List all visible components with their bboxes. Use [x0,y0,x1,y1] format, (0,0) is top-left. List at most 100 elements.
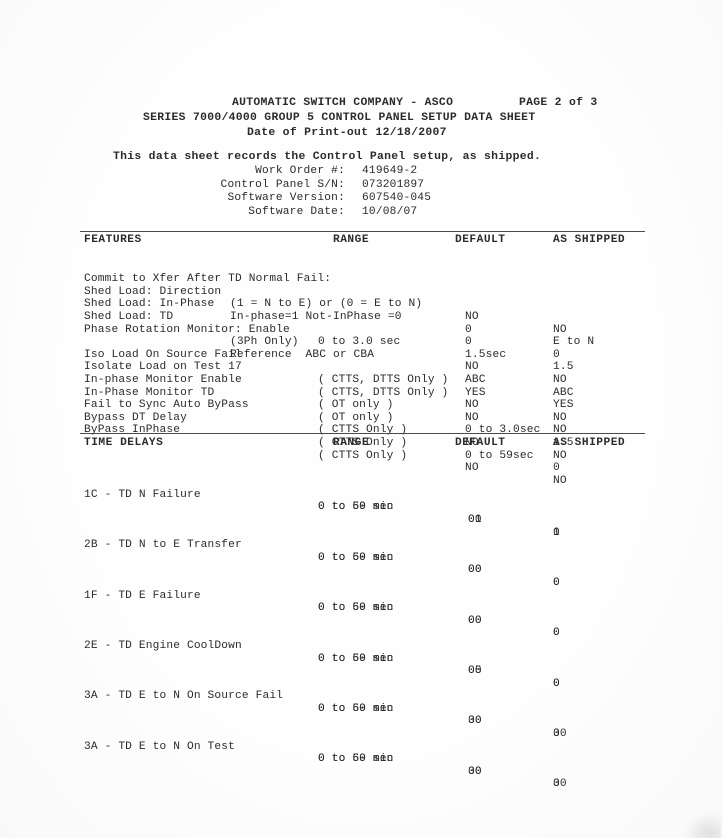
feature-note: In-phase=1 Not-InPhase =0 [230,310,402,323]
software-date-label: Software Date: [248,205,345,218]
default-column-header: DEFAULT [455,234,506,246]
feature-as-shipped: E to N [553,336,595,349]
feature-as-shipped: 0 [553,462,560,475]
spacer-row [0,552,723,565]
as-shipped-column-header: AS SHIPPED [553,234,626,246]
document-header: AUTOMATIC SWITCH COMPANY - ASCO PAGE 2 o… [0,96,723,142]
table-row: Iso Load On Source Fail ( CTTS, DTTS Onl… [0,336,723,411]
feature-as-shipped: 0 [553,348,560,361]
table-row: 0 to 59 sec 00 0 [0,590,723,639]
feature-as-shipped: 1.5 [553,361,574,374]
spacer-row [0,653,723,666]
table-row: Commit to Xfer After TD Normal Fail: NO … [0,261,723,335]
time-delays-table-top-rule [80,433,645,434]
feature-range: ( CTTS Only ) [318,436,408,449]
time-delay-default: 00 [468,765,482,778]
page-number: PAGE 2 of 3 [519,97,598,109]
feature-label: Shed Load: Direction [84,285,222,298]
feature-label: In-Phase Monitor TD [84,386,215,399]
spacer-row [0,248,723,261]
time-delay-default: 00 [468,513,482,526]
spacer-row [0,514,723,527]
time-delay-as-shipped: 0 [553,677,560,690]
table-row: Phase Rotation Monitor: Enable (3Ph Only… [0,311,723,386]
time-delay-as-shipped: 0 [553,778,560,791]
time-delay-default: 00 [468,614,482,627]
default-column-header: DEFAULT [455,437,506,449]
time-delay-range: 0 to 60 min [318,602,394,615]
time-delay-default: 00 [468,715,482,728]
spacer-row [0,615,723,628]
feature-default: 0 [465,323,472,336]
as-shipped-column-header: AS SHIPPED [553,437,626,449]
feature-default: 0 [465,336,472,349]
features-table: FEATURES RANGE DEFAULT AS SHIPPED Commit… [0,234,723,487]
metadata-row: Work Order #: 419649-2 [0,165,723,179]
feature-label: Commit to Xfer After TD Normal Fail: [84,273,332,286]
range-column-header: RANGE [333,437,370,449]
time-delay-range: 0 to 59 sec [318,652,394,665]
time-delay-default: 00 [468,614,482,627]
features-table-top-rule [80,231,645,232]
feature-default: 1.5sec [465,348,507,361]
spacer-row [0,451,723,464]
feature-label: Phase Rotation Monitor: Enable [84,323,290,336]
spacer-row [0,665,723,678]
time-delay-label: 2E - TD Engine CoolDown [84,639,242,652]
table-row: 1C - TD N Failure 0 to 60 min 00 0 [0,476,723,539]
feature-note: (1 = N to E) or (0 = E to N) [230,298,423,311]
feature-label: Fail to Sync Auto ByPass [84,399,249,412]
header-series-line: SERIES 7000/4000 GROUP 5 CONTROL PANEL S… [143,112,536,125]
table-row: Shed Load: Direction (1 = N to E) or (0 … [0,273,723,348]
time-delay-as-shipped: 0 [553,627,560,640]
time-delay-range: 0 to 59 sec [318,501,394,514]
table-row: 0 to 59 sec 00 0 [0,640,723,690]
table-row: 0 to 59 sec 00 0 [0,539,723,589]
time-delay-label: 3A - TD E to N On Source Fail [84,690,284,703]
feature-range: ( OT only ) [318,411,394,424]
time-delay-range: 0 to 60 min [318,551,394,564]
spacer-row [0,602,723,615]
feature-range: ( CTTS, DTTS Only ) [318,386,449,399]
time-delay-as-shipped: 30 [553,778,567,791]
feature-as-shipped: NO [553,323,567,336]
table-row: Shed Load: In-Phase In-phase=1 Not-InPha… [0,286,723,360]
table-row: In-phase Monitor Enable ( OT only ) NO N… [0,361,723,436]
feature-note: Reference ABC or CBA [230,348,375,361]
software-version-label: Software Version: [227,192,345,204]
time-delay-as-shipped: 0 [553,728,560,741]
feature-as-shipped: 1.5 [553,436,574,449]
time-delay-as-shipped: 0 [553,576,560,589]
feature-default: 0 to 3.0sec [465,424,541,437]
table-row: 1F - TD E Failure 0 to 60 min 00 0 [0,577,723,640]
feature-range: ( CTTS Only ) [318,424,408,437]
time-delay-range: 0 to 60 min [318,753,394,766]
header-company-line: AUTOMATIC SWITCH COMPANY - ASCO PAGE 2 o… [0,96,723,111]
table-row: ByPass InPhase ( CTTS Only ) NO NO [0,412,723,486]
time-delay-as-shipped: 0 [553,526,560,539]
feature-as-shipped: ABC [553,386,574,399]
metadata-row: Control Panel S/N: 073201897 [0,179,723,193]
feature-label: Iso Load On Source Fail [84,348,242,361]
time-delay-range: 0 to 60 min [318,501,394,514]
time-delay-range: 0 to 59 sec [318,602,394,615]
feature-default: NO [465,310,479,323]
scan-smudge-artifact [683,812,721,838]
header-printout-date: Date of Print-out 12/18/2007 [247,127,447,140]
feature-default: ABC [465,373,486,386]
time-delay-range: 0 to 59 sec [318,753,394,766]
table-row: 0 to 59 sec 30 30 [0,741,723,790]
feature-label: ByPass InPhase [84,424,181,437]
feature-label: Bypass DT Delay [84,411,187,424]
table-row: 2B - TD N to E Transfer 0 to 60 min 00 0 [0,527,723,589]
spacer-row [0,464,723,477]
table-row: 0 to 59 sec 00 0 [0,690,723,740]
time-delay-default: 30 [468,765,482,778]
spacer-row [0,703,723,716]
time-delay-range: 0 to 59 sec [318,551,394,564]
time-delay-label: 1C - TD N Failure [84,488,201,501]
intro-statement: This data sheet records the Control Pane… [0,150,723,165]
time-delay-default: 00 [468,665,482,678]
order-metadata-block: Work Order #: 419649-2 Control Panel S/N… [0,165,723,219]
time-delay-range: 0 to 59 sec [318,702,394,715]
